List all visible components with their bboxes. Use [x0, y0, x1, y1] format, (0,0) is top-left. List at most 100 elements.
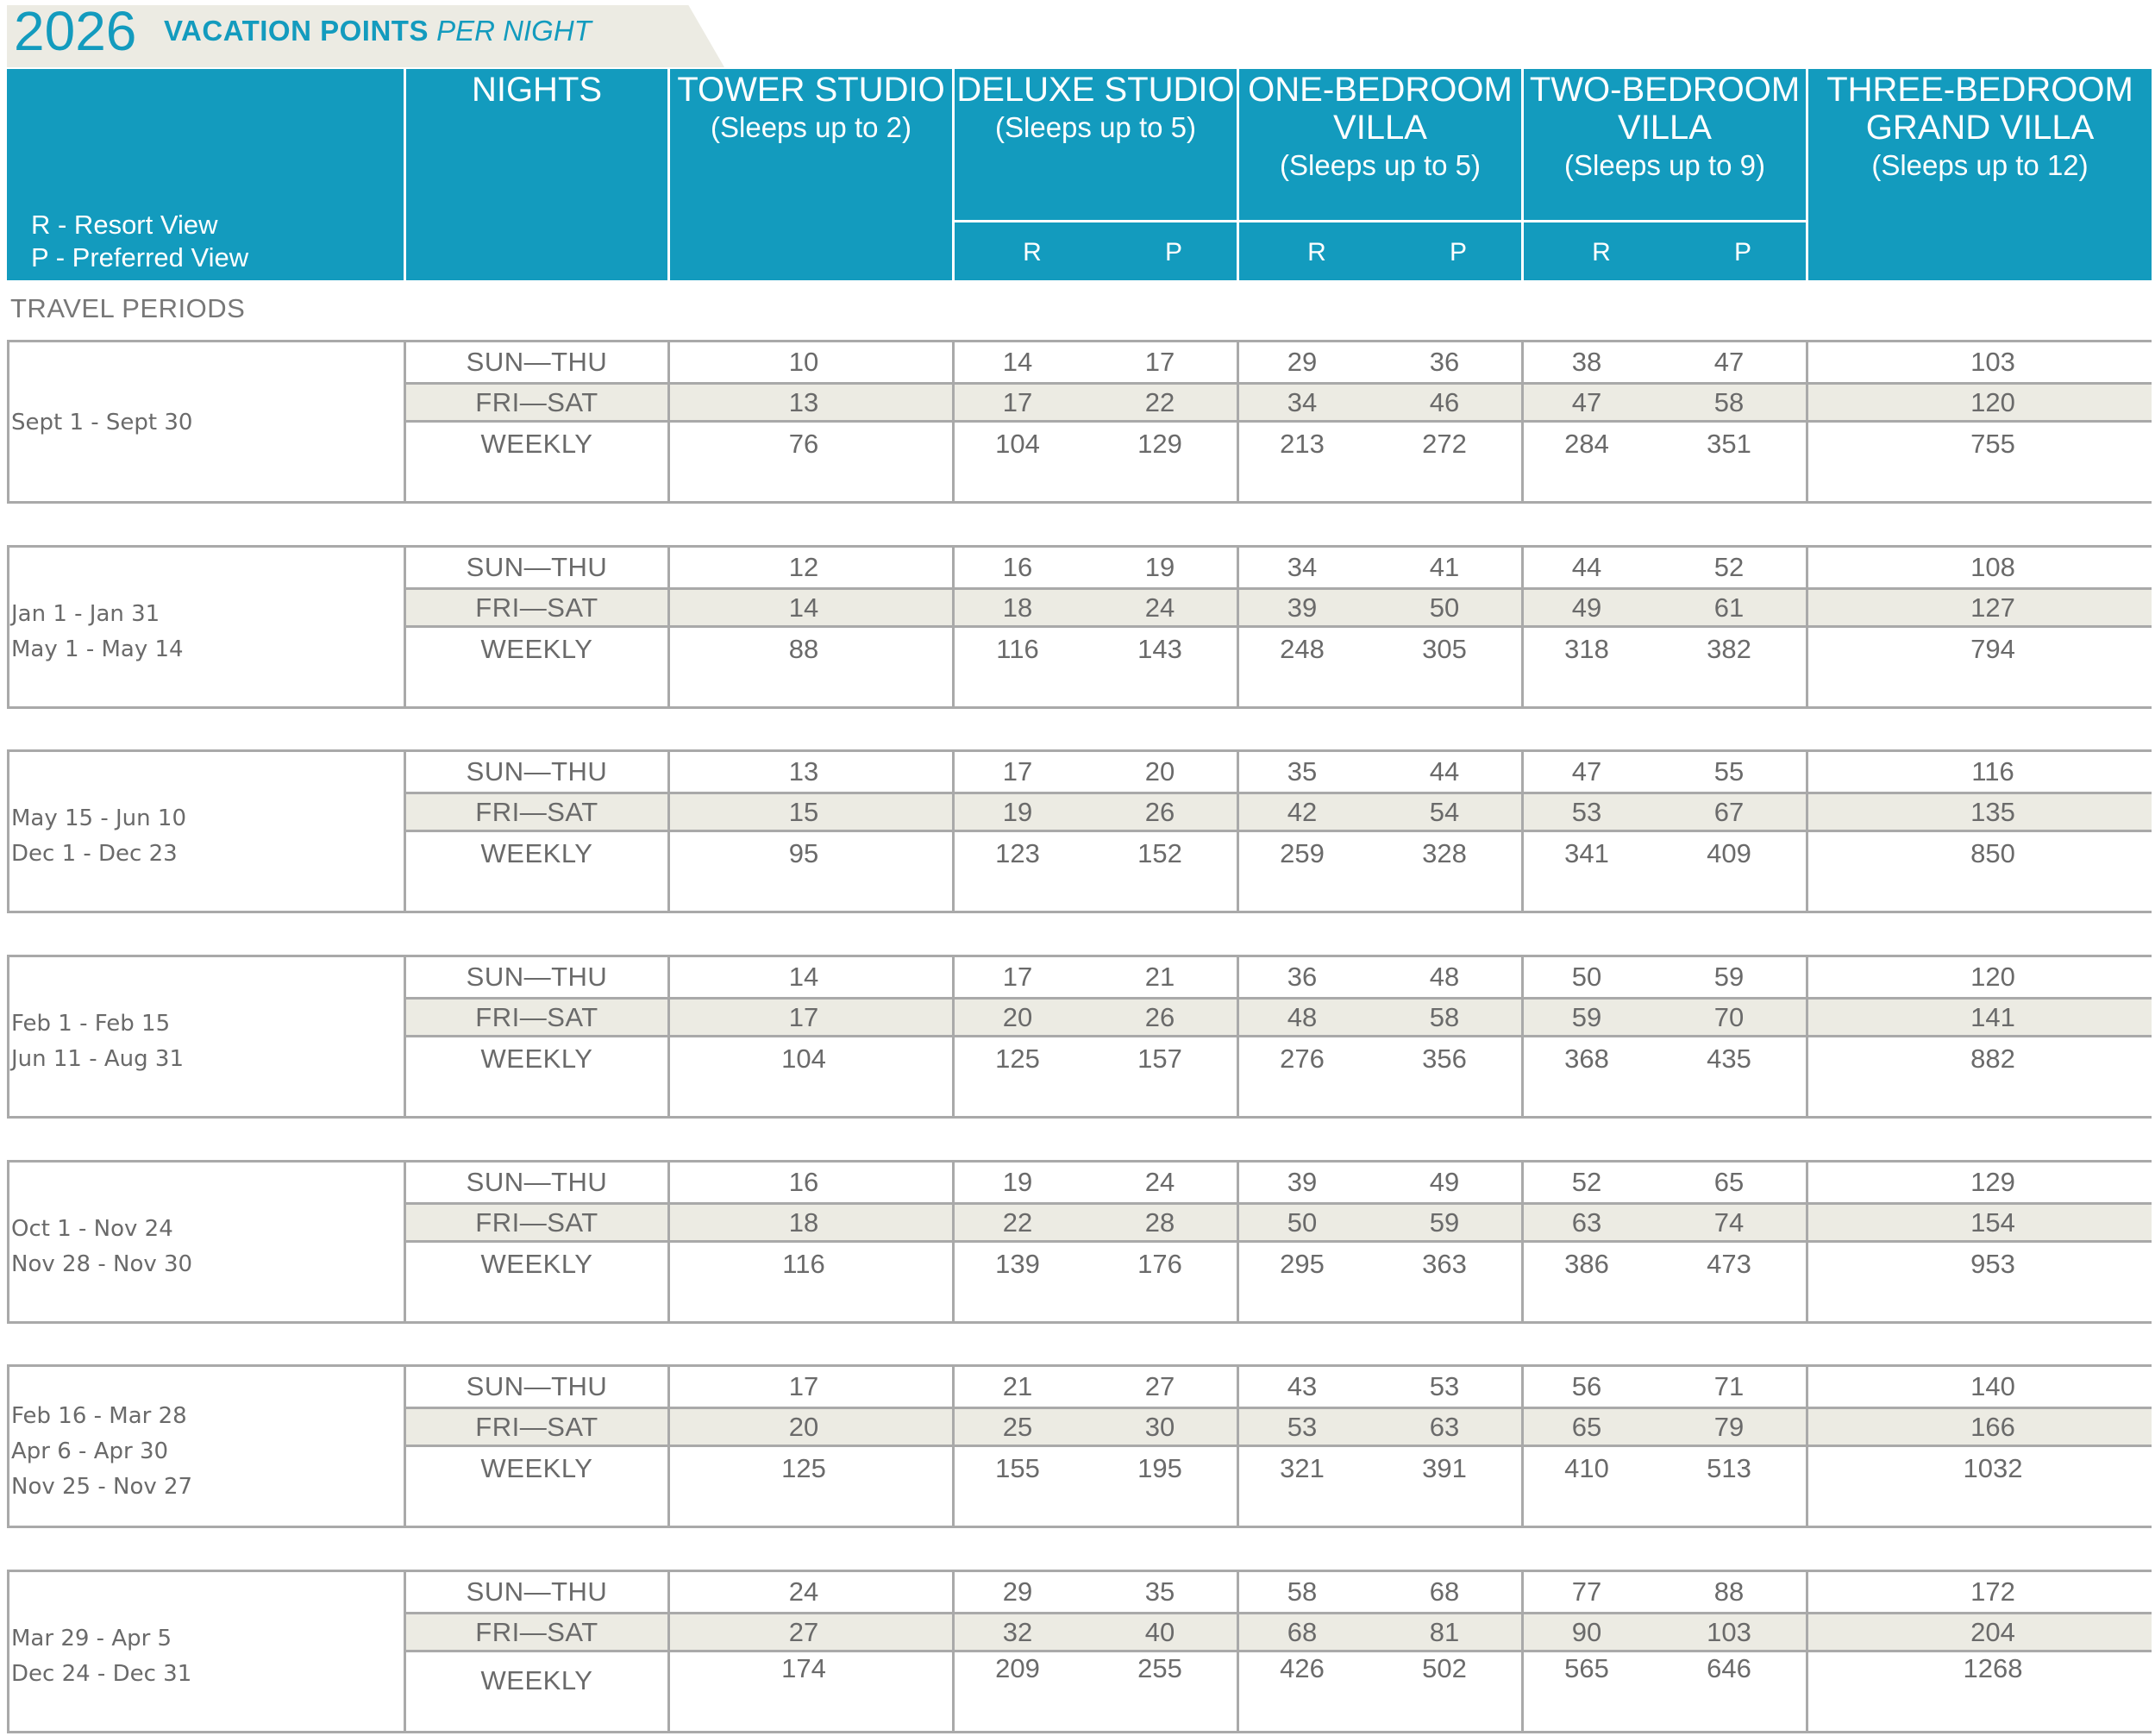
points-cell: 473 [1707, 1249, 1751, 1279]
points-cell: 17 [788, 1002, 819, 1032]
points-cell: 16 [788, 1167, 819, 1197]
points-cell: 123 [995, 838, 1040, 868]
points-cell: 255 [1137, 1653, 1182, 1683]
travel-period-dates: Dec 24 - Dec 31 [11, 1661, 192, 1687]
column-divider [667, 548, 670, 706]
fri-sat-band [405, 1407, 2152, 1447]
points-cell: 172 [1970, 1576, 2015, 1607]
points-cell: 435 [1707, 1043, 1751, 1074]
block-border [7, 1163, 9, 1321]
night-type-label: WEEKLY [480, 1249, 593, 1279]
points-cell: 116 [782, 1249, 825, 1279]
points-cell: 10 [788, 347, 819, 377]
points-cell: 55 [1713, 756, 1745, 787]
points-cell: 22 [1002, 1207, 1033, 1238]
column-divider [1806, 1572, 1808, 1731]
travel-period-dates: Mar 29 - Apr 5 [11, 1626, 172, 1651]
points-cell: 129 [1970, 1167, 2015, 1197]
points-cell: 305 [1422, 634, 1467, 664]
fri-sat-band [405, 792, 2152, 832]
points-cell: 26 [1144, 1002, 1175, 1032]
three-bedroom-name1: THREE-BEDROOM [1826, 71, 2133, 109]
points-cell: 382 [1707, 634, 1751, 664]
points-cell: 850 [1970, 838, 2015, 868]
block-border [7, 342, 9, 501]
header-one-bedroom: ONE-BEDROOM VILLA (Sleeps up to 5) [1239, 71, 1521, 185]
points-cell: 116 [996, 634, 1039, 664]
points-cell: 58 [1429, 1002, 1460, 1032]
title-main: VACATION POINTS [164, 15, 429, 47]
column-divider [404, 1163, 406, 1321]
points-cell: 61 [1713, 592, 1745, 623]
one-bedroom-sleeps: (Sleeps up to 5) [1280, 149, 1481, 181]
points-cell: 19 [1144, 552, 1175, 582]
points-cell: 16 [1002, 552, 1033, 582]
points-cell: 76 [788, 429, 819, 459]
points-cell: 135 [1970, 797, 2015, 827]
header-divider [404, 69, 406, 280]
points-cell: 14 [788, 592, 819, 623]
points-cell: 104 [781, 1043, 826, 1074]
travel-period-dates: Jun 11 - Aug 31 [11, 1046, 185, 1072]
points-cell: 38 [1571, 347, 1602, 377]
points-cell: 248 [1280, 634, 1325, 664]
points-cell: 50 [1571, 962, 1602, 992]
points-cell: 17 [788, 1371, 819, 1401]
travel-period-dates: Oct 1 - Nov 24 [11, 1216, 173, 1242]
points-cell: 502 [1422, 1653, 1467, 1683]
travel-period-block: Sept 1 - Sept 30 SUN—THU FRI—SAT WEEKLY 10 14… [7, 340, 2152, 504]
points-cell: 34 [1287, 552, 1318, 582]
one-bedroom-p-label: P [1449, 238, 1467, 266]
header-divider [667, 69, 670, 280]
tower-studio-name: TOWER STUDIO [677, 71, 945, 109]
points-cell: 410 [1564, 1453, 1609, 1483]
travel-period-dates: Jan 1 - Jan 31 [11, 601, 160, 627]
points-cell: 30 [1144, 1412, 1175, 1442]
column-divider [1521, 342, 1524, 501]
points-cell: 22 [1144, 387, 1175, 417]
points-cell: 104 [995, 429, 1040, 459]
points-cell: 52 [1713, 552, 1745, 582]
title-suffix: PER NIGHT [436, 15, 592, 47]
points-cell: 882 [1970, 1043, 2015, 1074]
points-cell: 50 [1429, 592, 1460, 623]
points-cell: 17 [1002, 756, 1033, 787]
points-cell: 47 [1571, 756, 1602, 787]
points-cell: 368 [1564, 1043, 1609, 1074]
column-divider [1521, 548, 1524, 706]
points-cell: 39 [1287, 592, 1318, 623]
night-type-label: WEEKLY [480, 634, 593, 664]
points-cell: 71 [1713, 1371, 1745, 1401]
column-divider [1521, 1367, 1524, 1526]
points-cell: 174 [781, 1653, 826, 1683]
travel-period-block: Feb 16 - Mar 28 Apr 6 - Apr 30 Nov 25 - No… [7, 1364, 2152, 1528]
points-cell: 34 [1287, 387, 1318, 417]
column-divider [1237, 1163, 1239, 1321]
travel-periods-label: TRAVEL PERIODS [10, 293, 246, 323]
points-cell: 356 [1422, 1043, 1467, 1074]
fri-sat-band [405, 997, 2152, 1037]
one-bedroom-name2: VILLA [1333, 109, 1427, 147]
points-cell: 44 [1571, 552, 1602, 582]
points-cell: 54 [1429, 797, 1460, 827]
one-bedroom-r-label: R [1307, 238, 1326, 266]
points-cell: 35 [1144, 1576, 1175, 1607]
night-type-label: WEEKLY [480, 1665, 593, 1695]
points-cell: 32 [1002, 1617, 1033, 1647]
points-cell: 409 [1707, 838, 1751, 868]
fri-sat-band [405, 382, 2152, 423]
points-cell: 120 [1970, 387, 2015, 417]
points-cell: 363 [1422, 1249, 1467, 1279]
header-nights: NIGHTS [471, 71, 603, 109]
column-divider [667, 957, 670, 1116]
points-cell: 18 [788, 1207, 819, 1238]
block-border [7, 752, 9, 911]
night-type-label: FRI—SAT [475, 1207, 598, 1238]
points-cell: 90 [1571, 1617, 1602, 1647]
points-cell: 213 [1280, 429, 1325, 459]
points-cell: 24 [1144, 1167, 1175, 1197]
column-divider [1806, 1163, 1808, 1321]
night-type-label: FRI—SAT [475, 387, 598, 417]
points-cell: 56 [1571, 1371, 1602, 1401]
points-cell: 284 [1564, 429, 1609, 459]
